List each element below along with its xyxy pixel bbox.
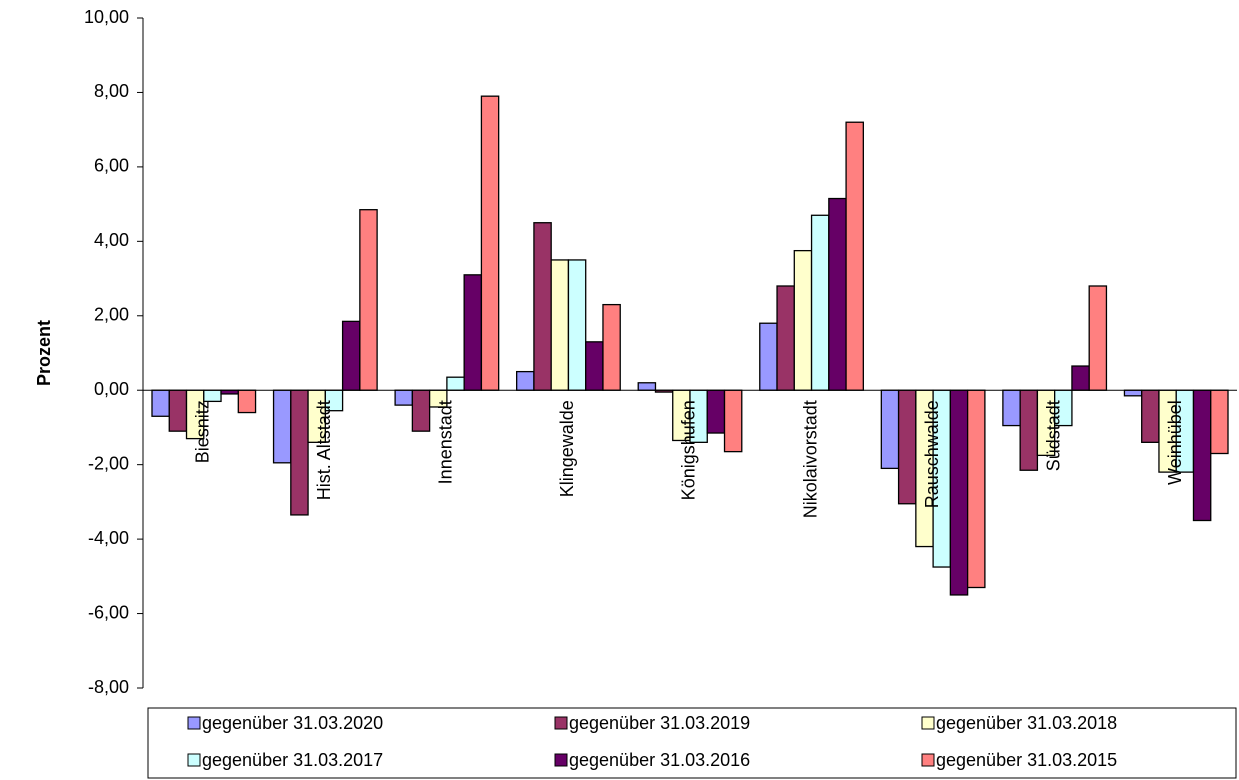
bar (1019, 389, 1039, 471)
x-tick-label: Biesnitz (193, 400, 213, 463)
legend-label: gegenüber 31.03.2015 (936, 750, 1117, 770)
legend-label: gegenüber 31.03.2019 (569, 713, 750, 733)
y-tick-label: -6,00 (88, 602, 129, 622)
bar (1192, 389, 1212, 522)
legend-label: gegenüber 31.03.2017 (202, 750, 383, 770)
bar (446, 376, 465, 391)
legend-label: gegenüber 31.03.2018 (936, 713, 1117, 733)
legend-swatch (187, 753, 201, 767)
x-tick-label: Südstadt (1043, 400, 1063, 471)
bar (1141, 389, 1160, 443)
legend-swatch (921, 753, 935, 767)
bar (1088, 285, 1108, 391)
bar (550, 259, 570, 391)
legend-swatch (921, 716, 935, 730)
bar (810, 214, 830, 391)
legend-swatch (554, 753, 568, 767)
bar (759, 322, 778, 391)
bar (637, 382, 657, 391)
bar (359, 209, 378, 391)
y-tick-label: -2,00 (88, 453, 129, 473)
x-tick-label: Klingewalde (557, 400, 577, 497)
x-tick-label: Hist. Altstadt (314, 400, 334, 500)
bar (272, 389, 292, 464)
bar (1210, 389, 1229, 455)
bar (897, 389, 917, 505)
bar (394, 389, 414, 406)
bar (1123, 389, 1143, 397)
y-tick-label: 8,00 (94, 81, 129, 101)
bar (567, 259, 587, 391)
bar (1002, 389, 1021, 427)
y-tick-label: 0,00 (94, 379, 129, 399)
bar (776, 285, 795, 391)
y-tick-label: -4,00 (88, 528, 129, 548)
y-tick-label: -8,00 (88, 677, 129, 697)
bar (237, 389, 257, 414)
x-tick-label: Innenstadt (436, 400, 456, 484)
legend-swatch (554, 716, 568, 730)
legend-box (147, 707, 1237, 779)
bar (151, 389, 170, 417)
legend-label: gegenüber 31.03.2016 (569, 750, 750, 770)
x-tick-label: Nikolaivorstadt (800, 400, 820, 518)
bar (463, 274, 483, 391)
bar (706, 389, 726, 434)
bar (411, 389, 431, 432)
bar (793, 249, 813, 391)
y-tick-label: 4,00 (94, 230, 129, 250)
bar (723, 389, 743, 453)
y-axis-label: Prozent (34, 320, 54, 386)
y-tick-label: 6,00 (94, 156, 129, 176)
bar (480, 95, 500, 391)
bar (949, 389, 969, 596)
bar (880, 389, 900, 470)
x-tick-label: Weinhübel (1165, 400, 1185, 485)
bar (220, 389, 239, 395)
x-tick-label: Königshufen (679, 400, 699, 500)
bar (1071, 365, 1090, 391)
bar (845, 121, 864, 391)
bar (168, 389, 188, 432)
bar (966, 389, 986, 589)
bar (516, 370, 535, 391)
bar (828, 197, 847, 391)
bar (341, 320, 361, 391)
x-tick-label: Rauschwalde (922, 400, 942, 508)
legend-swatch (187, 716, 201, 730)
bar (533, 222, 552, 391)
bar (602, 303, 621, 391)
y-tick-label: 10,00 (84, 7, 129, 27)
legend-label: gegenüber 31.03.2020 (202, 713, 383, 733)
bar (585, 341, 604, 391)
y-tick-label: 2,00 (94, 305, 129, 325)
bar (203, 389, 222, 403)
bar (290, 389, 309, 516)
